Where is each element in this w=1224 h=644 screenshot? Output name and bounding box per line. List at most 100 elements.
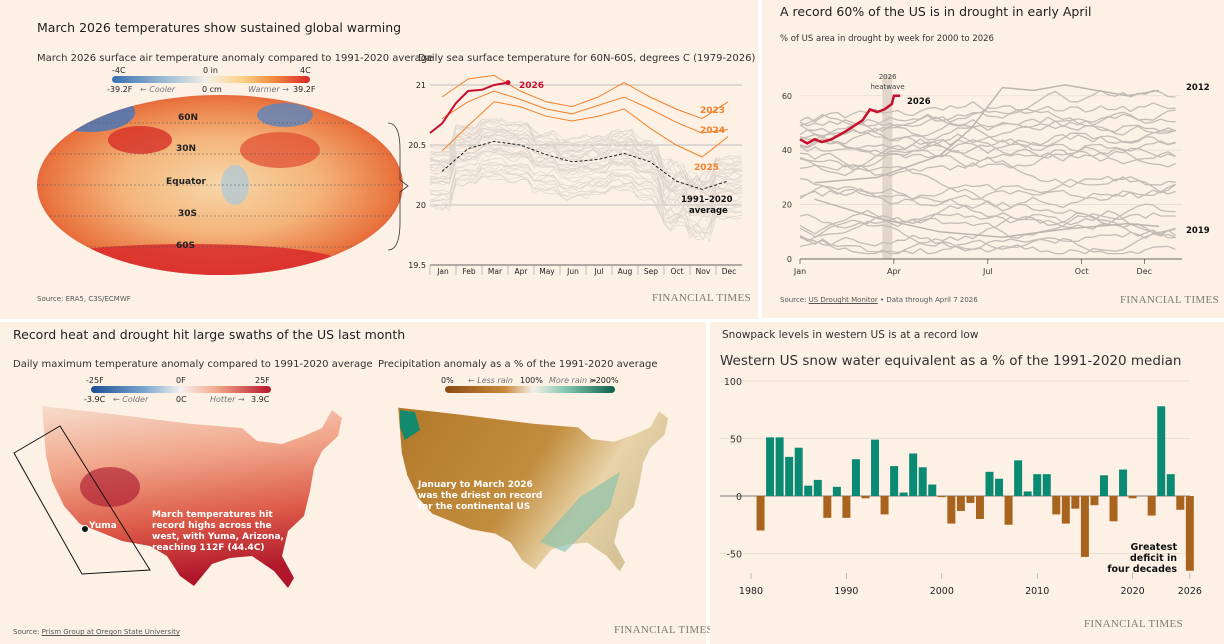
source-link[interactable]: Prism Group at Oregon State University: [41, 628, 181, 636]
x-tick-label: Jan: [436, 267, 449, 276]
panel-title: Record heat and drought hit large swaths…: [13, 327, 406, 342]
bar-1994: [880, 496, 889, 515]
bar-2002: [956, 496, 965, 511]
label-2026: 2026: [519, 81, 544, 91]
chart-title: Western US snow water equivalent as a % …: [720, 353, 1182, 369]
historic-year-line: [799, 132, 1176, 193]
historic-year-line: [429, 162, 743, 233]
hot-anomaly-region: [108, 126, 172, 154]
cold-anomaly-region: [45, 95, 135, 132]
bar-1992: [861, 496, 870, 499]
bar-2014: [1071, 496, 1080, 509]
west-highlight-box: [13, 425, 151, 575]
deficit-annotation: deficit in: [1130, 553, 1177, 564]
lat-label: 30S: [178, 209, 197, 219]
label-2025: 2025: [694, 163, 719, 173]
series-line-2023: [441, 74, 729, 120]
historic-year-line: [799, 185, 1176, 207]
historic-year-line: [429, 119, 743, 188]
historic-year-line: [429, 128, 743, 192]
legend-min-c: -3.9C: [84, 395, 106, 404]
historic-year-line: [799, 130, 1176, 177]
temp-map-subtitle: Daily maximum temperature anomaly compar…: [13, 359, 373, 370]
bar-2001: [947, 496, 956, 524]
ft-logo: FINANCIAL TIMES: [614, 624, 713, 636]
bar-1985: [794, 447, 803, 496]
y-tick-label: 20: [416, 201, 426, 210]
y-tick-label: 60: [782, 92, 792, 101]
bar-2008: [1014, 460, 1023, 496]
legend-min-f: -39.2F: [107, 85, 133, 94]
historic-year-line: [799, 145, 1176, 168]
x-tick-label: Jun: [566, 267, 579, 276]
legend-mid-c: 0C: [176, 395, 187, 404]
bar-2016: [1090, 496, 1099, 506]
historic-year-line: [429, 142, 743, 213]
y-tick-label: 0: [787, 255, 792, 264]
bar-2009: [1023, 491, 1032, 496]
precip-color-scale: [445, 386, 615, 393]
yuma-marker: [81, 525, 89, 533]
y-tick-label: 21: [416, 81, 426, 90]
lat-label: 60N: [178, 113, 198, 123]
wet-southeast: [540, 472, 620, 552]
series-line-1991-2020-average: [441, 140, 729, 190]
legend-colder: ← Colder: [113, 395, 149, 404]
bar-1984: [785, 456, 794, 496]
historic-year-line: [799, 215, 1176, 255]
world-map: 60N 30N Equator 30S 60S 19.5 20 20.5 21 Jan F…: [37, 74, 743, 276]
historic-year-line: [799, 164, 1176, 194]
precip-annotation: January to March 2026 was the driest on …: [417, 480, 542, 512]
source-link[interactable]: US Drought Monitor: [808, 296, 878, 304]
legend-less: ← Less rain: [468, 376, 513, 385]
historic-year-line: [799, 118, 1176, 142]
x-tick-label: Feb: [462, 267, 476, 276]
bar-2004: [975, 496, 984, 519]
legend-warmer: Warmer →: [248, 85, 289, 94]
precip-map-subtitle: Precipitation anomaly as a % of the 1991…: [378, 359, 658, 370]
x-tick-label: 1990: [834, 586, 858, 597]
label-average: average: [689, 206, 728, 216]
historic-year-line: [429, 123, 743, 186]
historic-year-line: [429, 120, 743, 188]
legend-mid-cm: 0 cm: [202, 85, 222, 94]
source-note: Source: ERA5, C3S/ECMWF: [37, 295, 131, 303]
sst-chart: 19.5 20 20.5 21 Jan Feb Mar Apr May Jun Jul Aug Sep O…: [408, 74, 743, 276]
series-line-2024: [441, 90, 729, 134]
svg-text:reaching 112F (44.4C): reaching 112F (44.4C): [152, 543, 265, 553]
yuma-label: Yuma: [88, 521, 117, 531]
bar-1990: [842, 496, 851, 518]
legend-hotter: Hotter →: [210, 395, 245, 404]
svg-text:for the continental US: for the continental US: [418, 502, 530, 512]
panel-subtitle: % of US area in drought by week for 2000…: [780, 34, 994, 44]
historic-year-line: [429, 119, 743, 186]
bar-1988: [823, 496, 832, 518]
svg-text:January to March 2026: January to March 2026: [417, 480, 533, 490]
svg-text:was the driest on record: was the driest on record: [418, 491, 542, 501]
legend-cooler: ← Cooler: [140, 85, 176, 94]
bar-2010: [1033, 474, 1042, 496]
historic-year-line: [799, 137, 1176, 162]
x-tick-label: 2020: [1121, 586, 1145, 597]
ft-logo: FINANCIAL TIMES: [1120, 294, 1219, 306]
source-note: Source: Prism Group at Oregon State Univ…: [13, 628, 181, 636]
historic-year-line: [799, 219, 1176, 255]
x-tick-label: 2010: [1025, 586, 1049, 597]
bar-2013: [1061, 496, 1070, 524]
legend-max-c: 3.9C: [251, 395, 270, 404]
historic-year-line: [429, 157, 743, 226]
snowpack-chart: 100 50 0 -50 1980 1990 2000 2010 2020 2026 Greates…: [720, 377, 1202, 597]
snowpack-panel: Snowpack levels in western US is at a re…: [710, 322, 1224, 644]
x-tick-label: Dec: [722, 267, 737, 276]
series-line-2026: [799, 94, 901, 145]
historic-year-line: [429, 150, 743, 218]
historic-year-line: [429, 133, 743, 193]
historic-year-line: [429, 167, 743, 233]
bar-2012: [1052, 496, 1061, 515]
legend-mid-in: 0 in: [203, 66, 218, 75]
temperature-color-scale: [112, 76, 310, 83]
series-line-2025: [441, 101, 729, 158]
x-tick-label: 1980: [739, 586, 763, 597]
bar-1998: [918, 467, 927, 496]
